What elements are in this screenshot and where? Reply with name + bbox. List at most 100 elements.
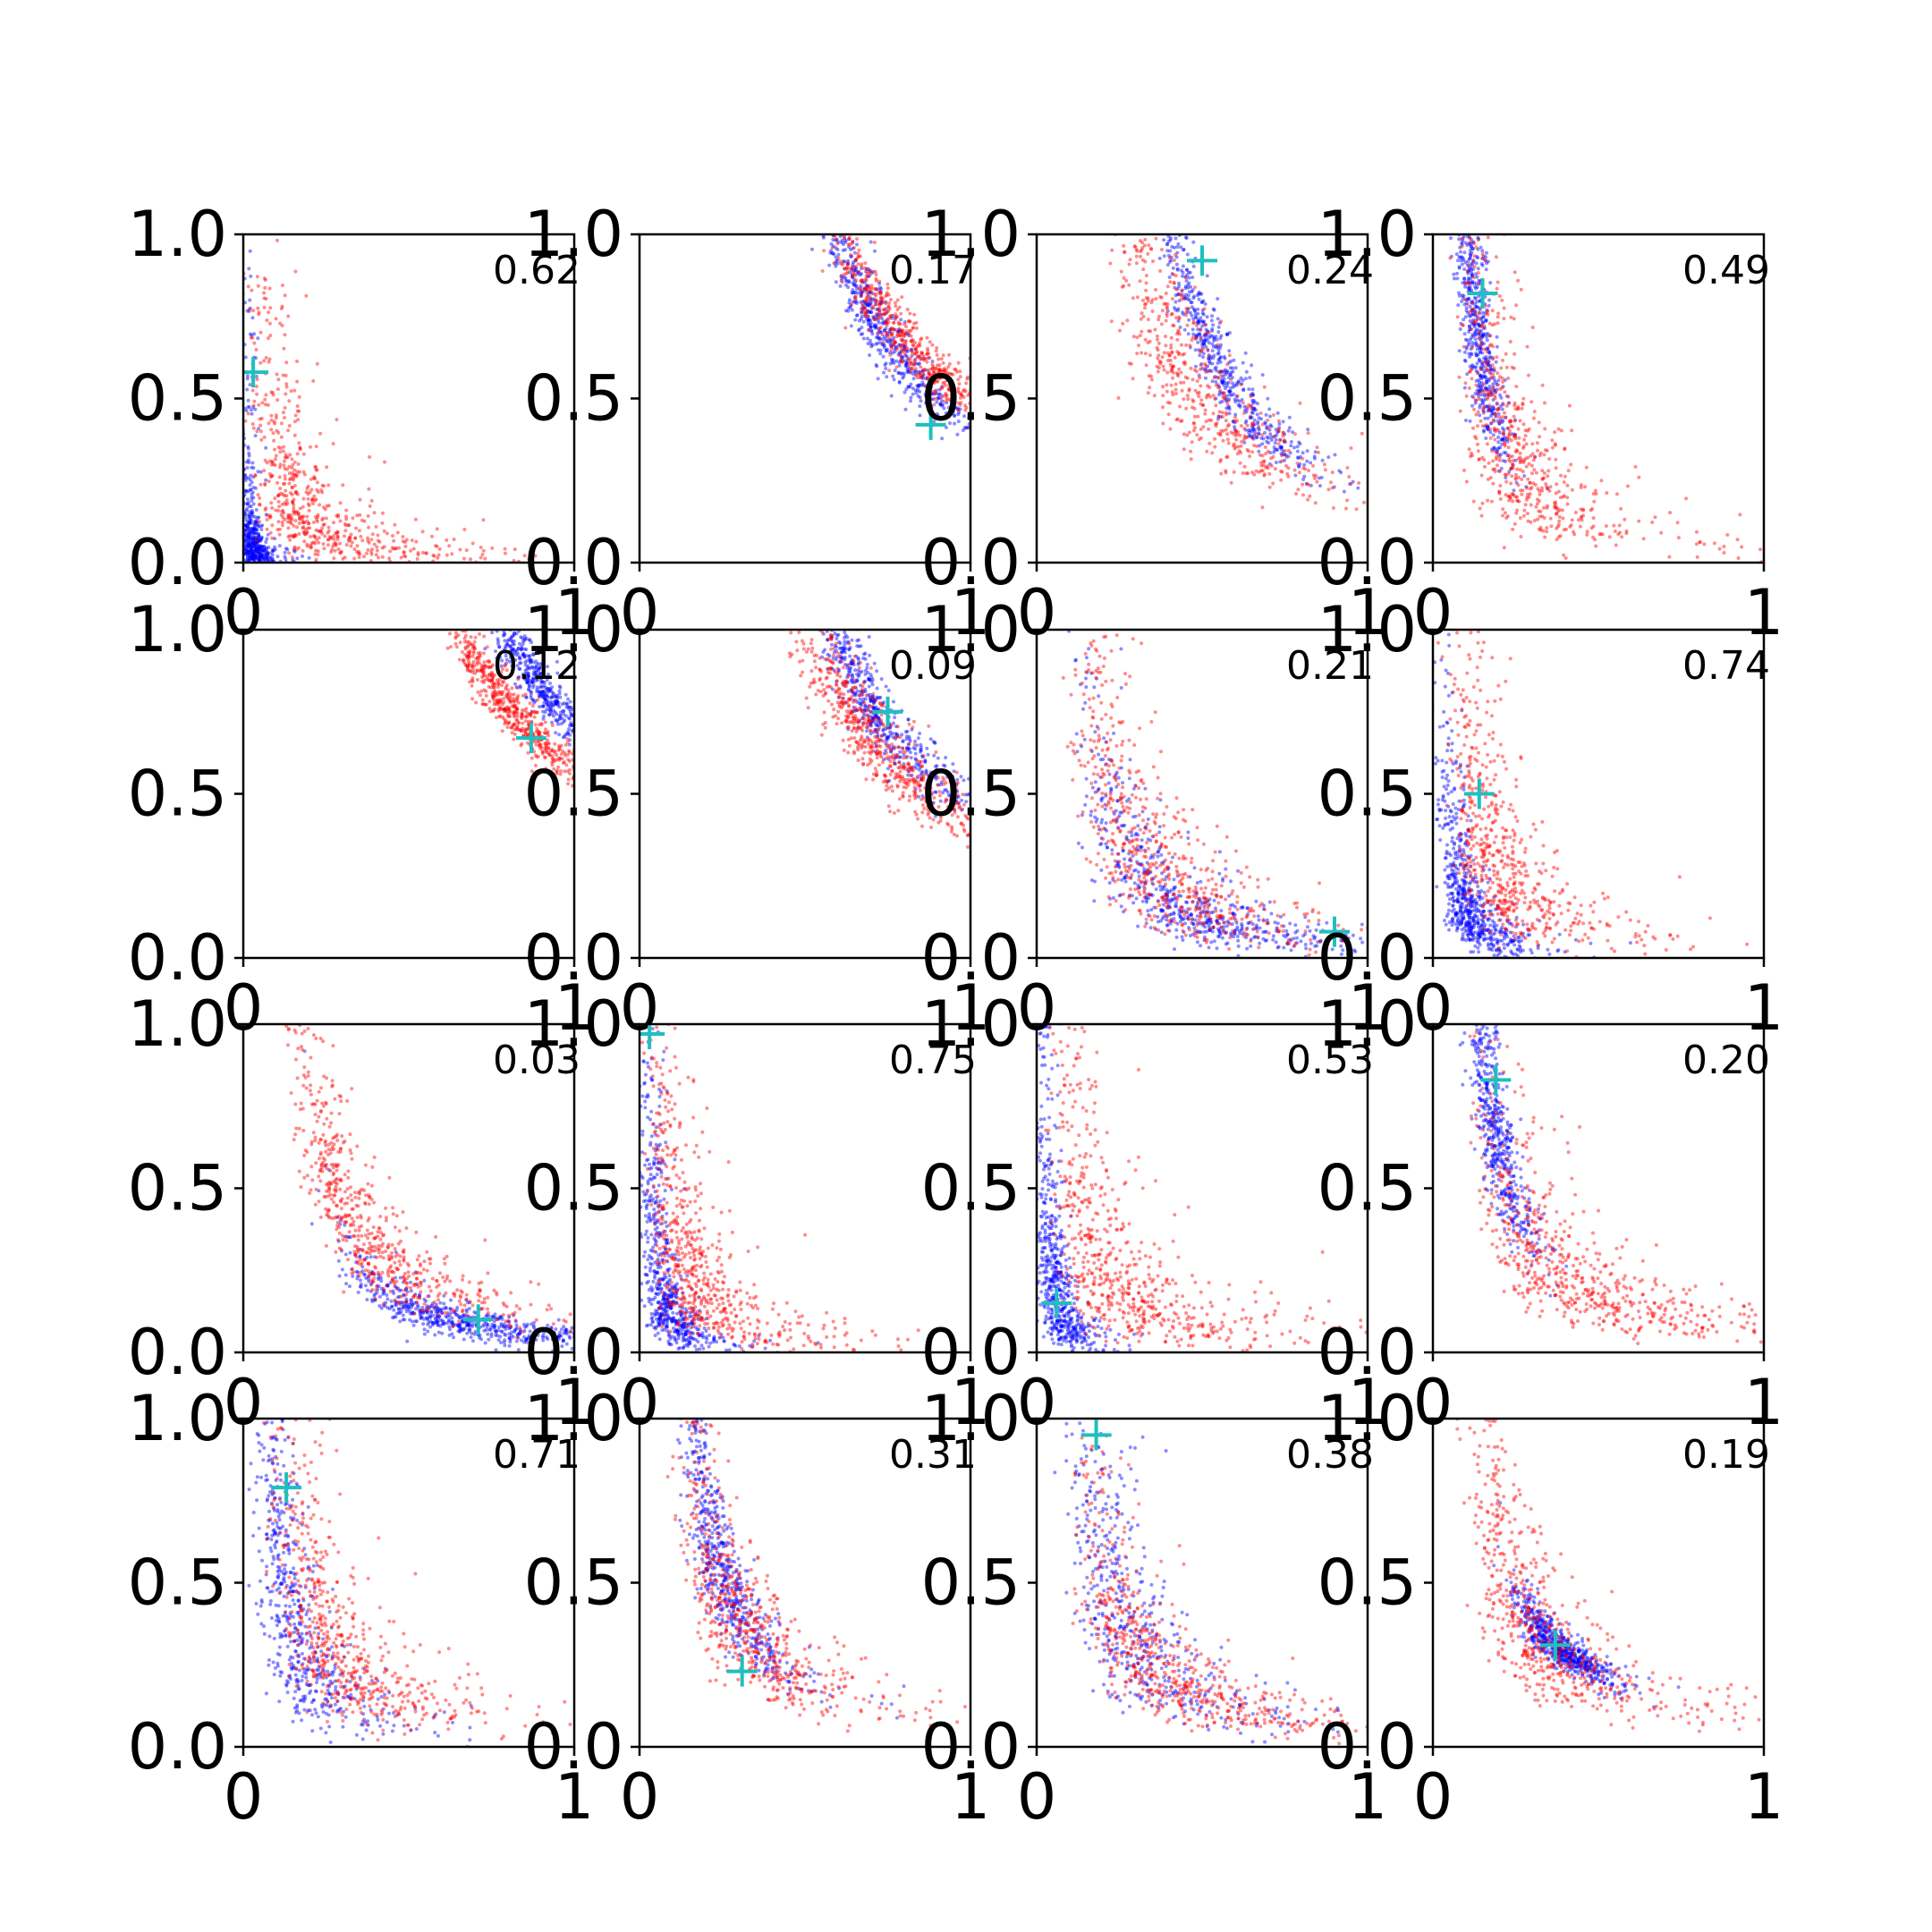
data-point <box>288 534 292 538</box>
data-point <box>1537 527 1541 531</box>
data-point <box>248 306 252 310</box>
data-point <box>253 541 258 546</box>
data-point <box>1257 470 1261 474</box>
data-point <box>868 268 872 273</box>
data-point <box>865 309 869 313</box>
data-point <box>1521 396 1526 401</box>
data-point <box>495 678 499 682</box>
data-point <box>326 483 331 487</box>
data-point <box>348 538 352 543</box>
data-point <box>377 539 382 544</box>
data-point <box>537 693 541 698</box>
data-point <box>1180 292 1184 297</box>
data-point <box>1482 458 1487 462</box>
data-point <box>1301 466 1306 470</box>
data-point <box>1207 356 1211 360</box>
data-point <box>1217 393 1221 397</box>
data-point <box>493 683 497 688</box>
data-point <box>1476 410 1480 414</box>
data-point <box>541 670 546 674</box>
data-point <box>1470 274 1475 278</box>
data-point <box>258 556 262 561</box>
data-point <box>547 753 552 758</box>
data-point <box>932 378 936 383</box>
data-point <box>1667 555 1672 559</box>
data-point <box>1507 494 1512 498</box>
data-point <box>546 687 550 691</box>
data-point <box>246 513 250 517</box>
data-point <box>932 381 936 386</box>
data-point <box>885 309 889 314</box>
data-point <box>258 520 262 524</box>
data-point <box>1208 360 1211 364</box>
data-point <box>244 558 249 563</box>
data-point <box>1509 315 1513 319</box>
data-point <box>1204 395 1208 400</box>
data-point <box>530 658 534 662</box>
data-point <box>250 333 254 337</box>
data-point <box>1227 389 1232 394</box>
data-point <box>894 344 898 349</box>
data-point <box>279 491 284 496</box>
data-point <box>869 325 873 329</box>
data-point <box>873 292 877 296</box>
data-point <box>1473 333 1478 337</box>
data-point <box>1168 280 1173 284</box>
data-point <box>1500 420 1504 424</box>
data-point <box>902 352 907 356</box>
data-point <box>1216 386 1221 390</box>
data-point <box>1480 361 1485 366</box>
data-point <box>481 518 486 522</box>
data-point <box>551 691 555 696</box>
data-point <box>1529 453 1533 458</box>
data-point <box>257 312 261 317</box>
data-point <box>307 555 311 560</box>
data-point <box>478 631 481 636</box>
data-point <box>1197 394 1201 399</box>
data-point <box>267 310 271 315</box>
data-point <box>1214 403 1218 408</box>
data-point <box>1224 419 1228 423</box>
data-point <box>1182 447 1186 452</box>
data-point <box>891 314 895 318</box>
data-point <box>853 258 858 262</box>
data-point <box>1267 441 1271 445</box>
data-point <box>424 551 428 555</box>
data-point <box>1487 334 1492 338</box>
data-point <box>246 446 250 451</box>
data-point <box>1267 407 1272 411</box>
data-point <box>556 722 561 726</box>
data-point <box>901 376 905 380</box>
data-point <box>1199 398 1204 402</box>
data-point <box>1469 368 1473 372</box>
data-point <box>1259 436 1264 440</box>
data-point <box>496 698 499 702</box>
data-point <box>1478 350 1482 354</box>
data-point <box>498 699 503 704</box>
data-point <box>1485 338 1489 343</box>
data-point <box>853 274 858 277</box>
data-point <box>1224 399 1229 403</box>
data-point <box>297 394 301 399</box>
data-point <box>346 523 351 528</box>
data-point <box>913 352 918 356</box>
data-point <box>1497 421 1502 426</box>
data-point <box>925 376 929 379</box>
data-point <box>301 554 304 558</box>
data-point <box>869 301 873 305</box>
data-point <box>845 279 849 284</box>
data-point <box>283 555 287 559</box>
data-point <box>1250 407 1254 411</box>
data-point <box>1474 320 1478 325</box>
data-point <box>554 702 558 707</box>
data-point <box>549 702 554 707</box>
data-point <box>882 345 886 350</box>
data-point <box>533 554 538 558</box>
data-point <box>473 635 478 640</box>
data-point <box>542 697 547 701</box>
data-point <box>1202 342 1207 346</box>
data-point <box>1523 457 1528 461</box>
data-point <box>1468 257 1472 260</box>
data-point <box>1269 435 1274 439</box>
data-point <box>955 432 960 436</box>
